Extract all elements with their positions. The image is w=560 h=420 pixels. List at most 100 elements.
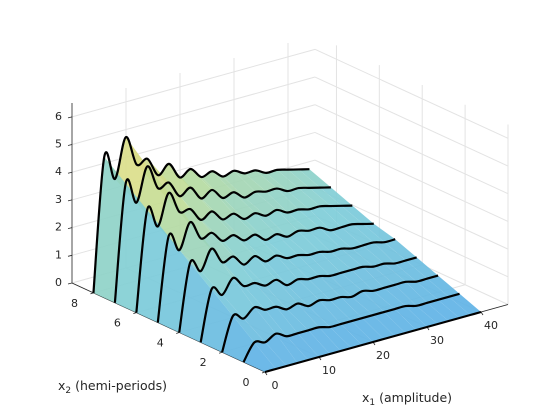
surface-patch [212,171,245,198]
surface-curve [113,165,331,303]
y-label-sub: 2 [65,386,71,396]
surface-patch [395,260,428,282]
surface-patch [276,255,309,280]
grid-line [314,131,509,222]
y-tick-label: 6 [114,317,121,330]
surface-patch [352,224,385,243]
surface-patch [330,227,363,249]
surface-patch [394,281,428,306]
surface-patch [287,255,320,280]
surface-patch [233,192,266,216]
x-tick-label: 20 [376,349,390,362]
surface-patch [297,330,330,357]
surface-patch [298,209,331,231]
surface-patch [157,192,191,251]
z-tick [67,116,73,119]
surface-patch [286,333,319,360]
z-tick-label: 3 [55,193,62,206]
surface-patch [309,206,342,231]
surface-patch [427,299,460,321]
surface-patch [244,191,277,216]
y-tick-label: 8 [71,297,78,310]
surface-patch [405,305,438,327]
surface-curve [178,238,396,333]
z-tick [67,254,73,257]
surface-patch [384,284,417,307]
z-tick [67,171,73,174]
surface-patch [276,306,309,334]
surface-patch [384,239,417,261]
y-label-rest: (hemi-periods) [71,378,167,393]
surface-patch [222,213,255,241]
grid-line [314,76,509,167]
grid-line [71,104,316,173]
surface-patch [448,293,481,315]
x-tick-label: 0 [272,379,279,392]
surface-patch [298,169,331,188]
surface-patch [233,170,267,192]
surface-patch [373,287,406,310]
z-tick-label: 6 [55,110,62,123]
x-tick-label: 10 [322,364,336,377]
surface-patch [211,289,244,319]
surface-patch [201,189,234,220]
y-tick [176,332,180,334]
surface-curve [156,221,374,323]
y-axis-label: x2 (hemi-periods) [58,378,167,396]
surface-patch [243,342,276,372]
surface-patch [265,279,298,310]
surface-patch [298,230,331,252]
surface-patch [319,275,352,298]
surface-patch [265,255,298,286]
surface-patch [223,170,256,198]
surface-patch [351,318,384,342]
surface-patch [427,275,460,297]
surface-patch [222,315,255,363]
surface-curve [199,256,417,343]
x-axis-label: x1 (amplitude) [362,390,452,408]
surface-patch [287,188,320,210]
surface-patch [362,290,395,313]
surface-patch [287,279,320,307]
surface-patch [265,333,298,366]
surface-patch [405,257,439,279]
surface-patch [320,187,353,206]
surface-patch [266,169,299,192]
surface-patch [308,227,342,252]
x-label-sub: 1 [369,398,375,408]
surface-curve [264,310,482,374]
x-tick-label: 30 [430,334,444,347]
surface-patch [383,309,417,333]
surface-patch [233,235,266,262]
surface-patch [286,303,320,331]
surface-patch [352,245,385,267]
surface-patch [341,205,374,225]
surface-patch [179,187,212,220]
surface-patch [277,169,310,189]
surface-patch [287,230,320,255]
surface-patch [308,251,342,276]
surface-patch [373,242,406,264]
y-tick-label: 4 [157,336,164,349]
surface-patch [255,191,288,213]
surface-patch [405,281,438,303]
surface-patch [200,289,233,353]
surface-patch [244,170,277,192]
surface-patch [308,276,341,301]
surface-patch [340,296,374,319]
surface-patch [200,232,234,263]
grid-line [314,159,509,250]
grid-line [314,104,509,195]
x-label-base: x [362,390,369,405]
surface-patch [222,235,255,265]
z-tick-label: 0 [55,276,62,289]
surface-patch [351,266,385,291]
surface-patch [233,277,266,310]
surface-curve [135,191,353,313]
surface-patch [319,300,352,325]
surface-patch [394,306,427,330]
surface-patch [373,312,406,336]
surface-patch [308,300,341,328]
surface-patch [233,213,266,240]
